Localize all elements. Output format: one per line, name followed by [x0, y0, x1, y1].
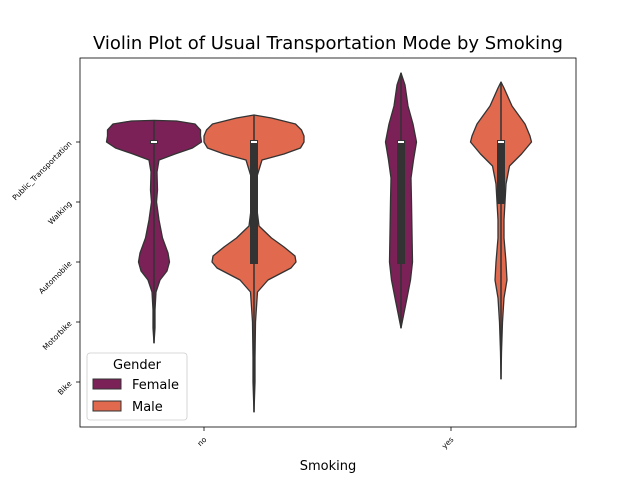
legend-label-male: Male	[132, 400, 163, 415]
violin-iqr-box	[497, 140, 505, 204]
x-axis-label: Smoking	[300, 459, 357, 474]
legend-label-female: Female	[132, 378, 179, 393]
y-tick-label: Public_Transportation	[11, 139, 74, 202]
plot-area	[105, 72, 533, 413]
plot-frame	[79, 57, 577, 428]
x-axis: no yes	[195, 427, 455, 451]
legend-title: Gender	[113, 358, 162, 373]
violin-median	[151, 141, 157, 143]
legend-swatch-male	[92, 400, 122, 412]
y-tick-label: Walking	[46, 199, 73, 226]
legend-swatch-female	[92, 378, 122, 390]
y-tick-label: Bike	[56, 379, 74, 397]
chart-title: Violin Plot of Usual Transportation Mode…	[93, 33, 563, 54]
violin-median	[251, 141, 257, 143]
y-tick-label: Motorbike	[41, 319, 74, 352]
violin-median	[398, 141, 404, 143]
violin-iqr-box	[250, 140, 258, 264]
x-tick-label: yes	[440, 435, 456, 451]
violin-iqr-box	[397, 140, 405, 264]
y-tick-label: Automobile	[37, 259, 74, 296]
legend: Gender Female Male	[86, 352, 188, 421]
violin-median	[498, 141, 504, 143]
x-tick-label: no	[195, 435, 208, 448]
